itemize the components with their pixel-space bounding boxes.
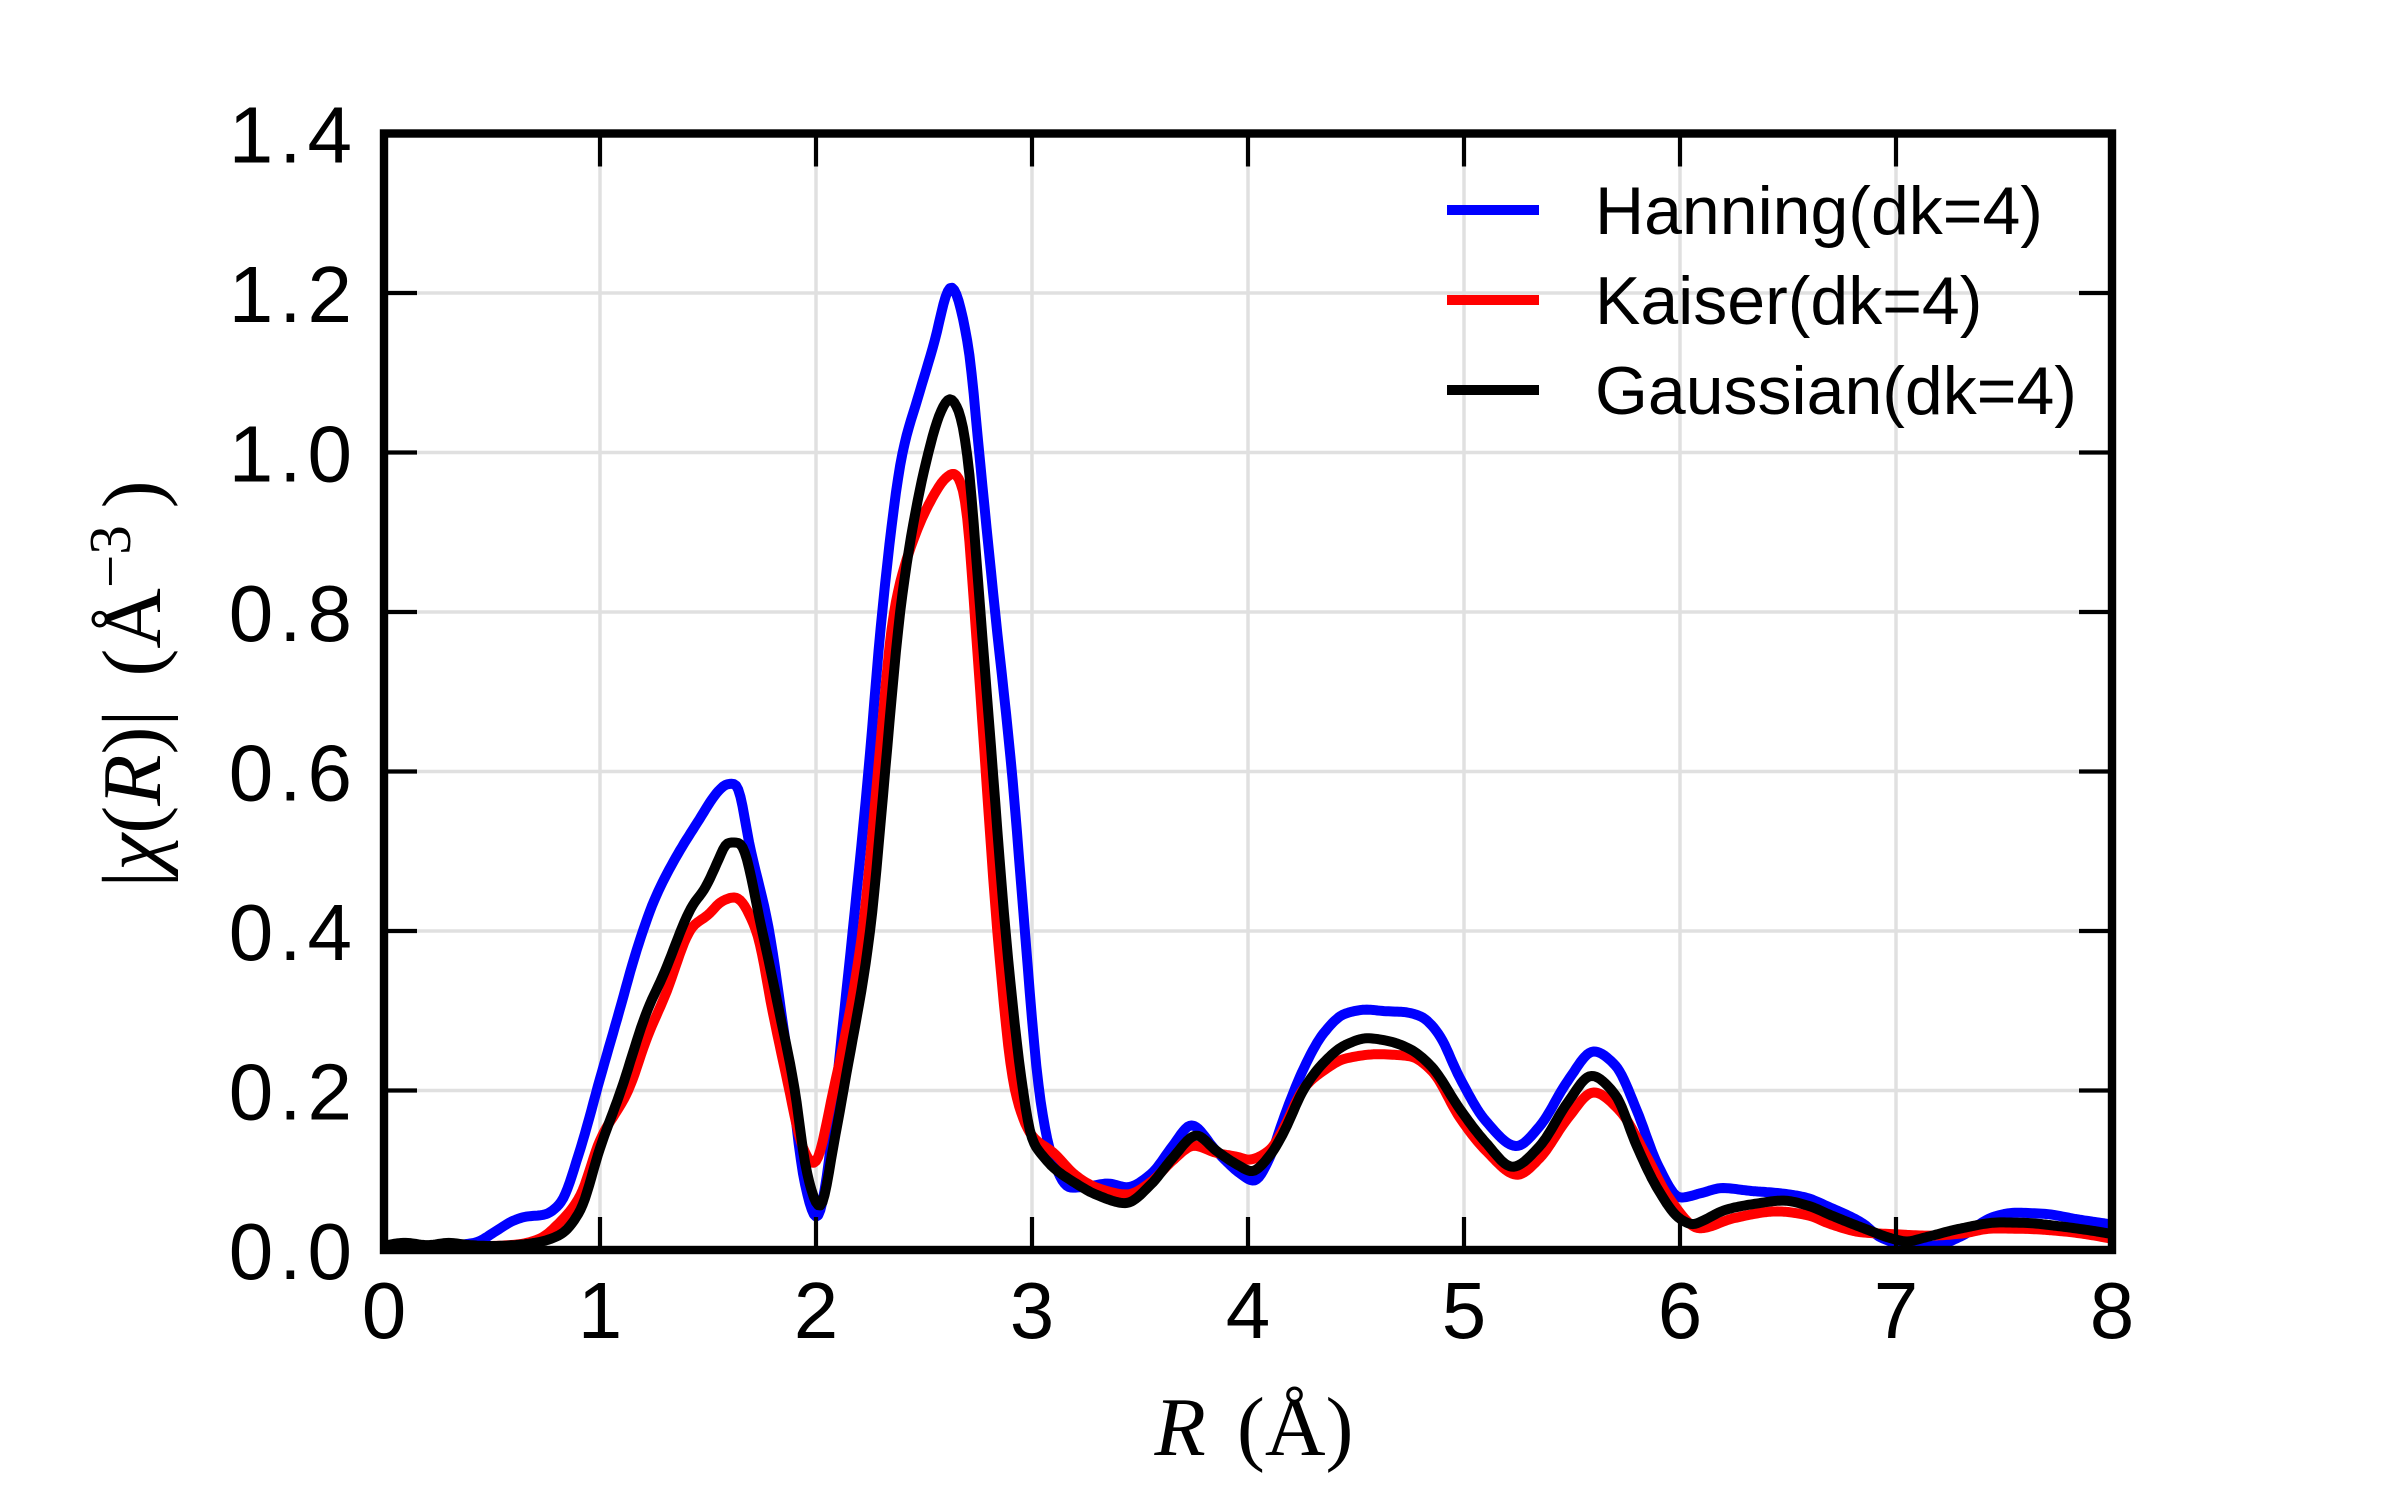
svg-text:0: 0 — [362, 1266, 407, 1355]
svg-text:1: 1 — [578, 1266, 623, 1355]
svg-text:6: 6 — [1658, 1266, 1703, 1355]
svg-text:7: 7 — [1874, 1266, 1919, 1355]
svg-text:5: 5 — [1442, 1266, 1487, 1355]
svg-text:Kaiser(dk=4): Kaiser(dk=4) — [1595, 263, 1982, 339]
svg-text:1.4: 1.4 — [229, 91, 358, 180]
svg-text:8: 8 — [2090, 1266, 2135, 1355]
svg-text:Gaussian(dk=4): Gaussian(dk=4) — [1595, 353, 2077, 429]
svg-text:0.0: 0.0 — [229, 1207, 358, 1296]
svg-text:Hanning(dk=4): Hanning(dk=4) — [1595, 173, 2043, 249]
svg-text:1.2: 1.2 — [229, 250, 358, 339]
svg-text:1.0: 1.0 — [229, 410, 358, 499]
svg-text:2: 2 — [794, 1266, 839, 1355]
svg-text:0.4: 0.4 — [229, 888, 358, 977]
svg-text:R (Å): R (Å) — [1154, 1381, 1354, 1474]
svg-text:4: 4 — [1226, 1266, 1271, 1355]
svg-text:0.2: 0.2 — [229, 1048, 358, 1137]
svg-text:3: 3 — [1010, 1266, 1055, 1355]
svg-text:0.8: 0.8 — [229, 569, 358, 658]
svg-text:0.6: 0.6 — [229, 729, 358, 818]
